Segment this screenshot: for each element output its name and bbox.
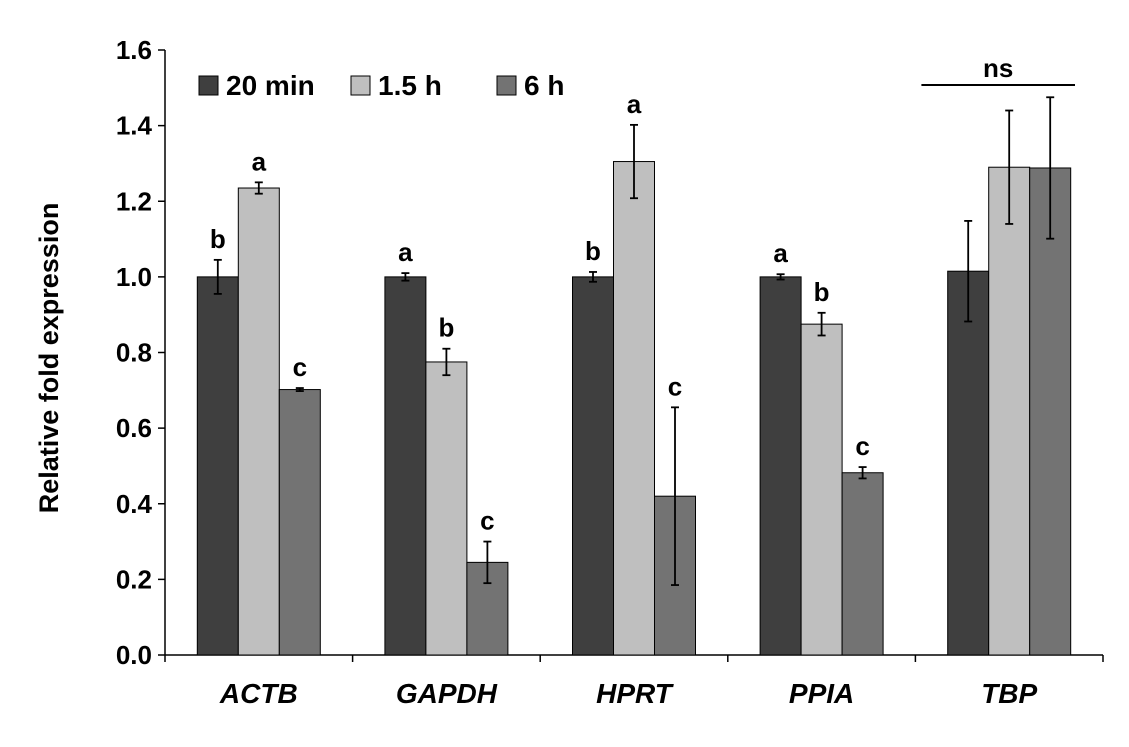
bar: [988, 166, 1031, 656]
significance-label: c: [480, 506, 494, 536]
bar: [572, 276, 614, 656]
significance-label: b: [210, 224, 226, 254]
significance-label: c: [293, 352, 307, 382]
significance-label: c: [668, 371, 682, 401]
x-tick-label: GAPDH: [396, 678, 498, 709]
y-axis: 0.0 0.2 0.4 0.6 0.8 1.0 1.2 1.4 1.6: [116, 35, 166, 670]
significance-label: b: [585, 236, 601, 266]
legend: 20 min 1.5 h 6 h: [198, 70, 564, 101]
significance-label: b: [438, 313, 454, 343]
x-tick-label: TBP: [981, 678, 1037, 709]
significance-label: a: [398, 237, 413, 267]
y-tick-label: 0.2: [116, 564, 152, 594]
legend-swatch: [198, 75, 219, 96]
x-axis: ACTB GAPDH HPRT PPIA TBP: [164, 654, 1104, 709]
bar: [384, 276, 427, 656]
y-tick-label: 1.6: [116, 35, 152, 65]
bar: [947, 270, 990, 656]
legend-swatch: [496, 75, 517, 96]
y-tick-label: 0.8: [116, 338, 152, 368]
bar: [759, 276, 802, 656]
annotations-layer: ns: [921, 53, 1075, 86]
significance-label: a: [773, 238, 788, 268]
significance-label: a: [252, 146, 267, 176]
x-tick-label: HPRT: [596, 678, 675, 709]
legend-label: 1.5 h: [378, 70, 442, 101]
legend-label: 20 min: [226, 70, 315, 101]
y-tick-label: 1.0: [116, 262, 152, 292]
bar: [1029, 167, 1072, 656]
y-tick-label: 0.4: [116, 489, 153, 519]
y-tick-label: 0.0: [116, 640, 152, 670]
significance-label: a: [627, 89, 642, 119]
bar: [425, 361, 468, 656]
annotation-label: ns: [983, 53, 1013, 83]
bar: [237, 187, 280, 656]
legend-swatch: [350, 75, 371, 96]
bar: [800, 323, 843, 656]
x-tick-label: PPIA: [789, 678, 854, 709]
y-axis-label: Relative fold expression: [34, 203, 64, 514]
bar: [278, 389, 321, 656]
y-tick-label: 0.6: [116, 413, 152, 443]
bar: [613, 161, 655, 656]
y-tick-label: 1.2: [116, 186, 152, 216]
significance-label: c: [855, 431, 869, 461]
y-tick-label: 1.4: [116, 111, 153, 141]
bar: [196, 276, 239, 656]
x-tick-label: ACTB: [219, 678, 298, 709]
error-bars-layer: [213, 96, 1055, 586]
bar: [841, 472, 884, 656]
significance-label: b: [814, 277, 830, 307]
legend-label: 6 h: [524, 70, 564, 101]
bars-layer: [196, 161, 1072, 656]
